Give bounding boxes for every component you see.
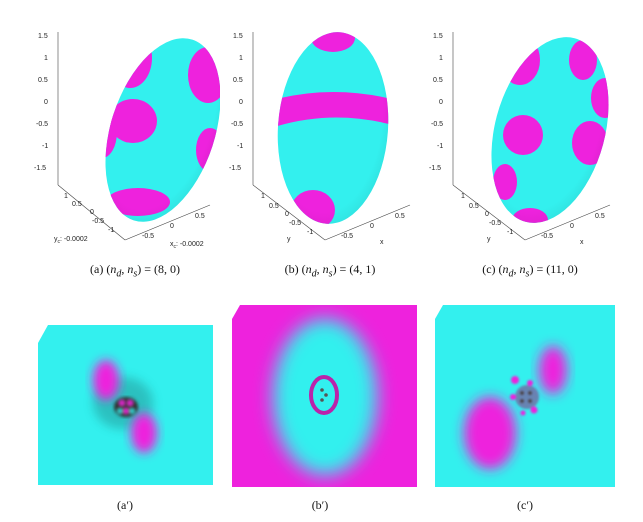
panel-c-ellipsoid: 1.5 1 0.5 0 -0.5 -1 -1.5 1 0.5 0 -0.5 -1… — [425, 20, 620, 255]
svg-text:-1: -1 — [307, 229, 313, 236]
svg-text:-0.5: -0.5 — [36, 121, 48, 128]
svg-text:-1.5: -1.5 — [429, 165, 441, 172]
svg-text:0: 0 — [485, 211, 489, 218]
svg-text:1.5: 1.5 — [433, 33, 443, 40]
caption-a: (a) (nd, ns) = (8, 0) — [90, 262, 180, 280]
panel-c-y-ticks: 1 0.5 0 -0.5 -1 — [461, 193, 513, 236]
svg-text:0: 0 — [90, 209, 94, 216]
svg-text:1: 1 — [44, 55, 48, 62]
ellipsoid-c — [472, 24, 620, 236]
svg-text:-0.5: -0.5 — [231, 121, 243, 128]
panel-c-y-axis-label: y — [487, 236, 491, 243]
svg-text:0.5: 0.5 — [395, 213, 405, 220]
svg-text:-0.5: -0.5 — [142, 233, 154, 240]
caption-b: (b) (nd, ns) = (4, 1) — [284, 262, 376, 280]
panel-c-prime-field — [435, 305, 615, 487]
svg-text:1.5: 1.5 — [233, 33, 243, 40]
svg-text:-1: -1 — [237, 143, 243, 150]
caption-c-prime: (c′) — [517, 498, 533, 512]
panel-b-prime-field — [232, 305, 417, 487]
svg-text:0.5: 0.5 — [72, 201, 82, 208]
panel-a-x-ticks: 0.5 0 -0.5 — [142, 213, 205, 240]
panel-a-ellipsoid: 1.5 1 0.5 0 -0.5 -1 -1.5 1 0.5 0 -0.5 -1… — [30, 20, 220, 255]
ellipsoid-b — [271, 28, 395, 228]
panel-a-prime-core — [114, 397, 138, 417]
svg-text:0.5: 0.5 — [469, 203, 479, 210]
panel-c-x-axis-label: x — [580, 239, 584, 246]
caption-b-prime: (b′) — [311, 498, 329, 512]
panel-a-prime-field — [38, 325, 213, 485]
svg-text:0: 0 — [170, 223, 174, 230]
panel-b-y-ticks: 1 0.5 0 -0.5 -1 — [261, 193, 313, 236]
panel-b-svg: 1.5 1 0.5 0 -0.5 -1 -1.5 1 0.5 0 -0.5 -1… — [229, 28, 411, 246]
svg-text:-0.5: -0.5 — [92, 218, 104, 225]
caption-a-prime: (a′) — [117, 498, 133, 512]
svg-text:-0.5: -0.5 — [489, 220, 501, 227]
svg-text:1: 1 — [239, 55, 243, 62]
svg-text:0: 0 — [285, 211, 289, 218]
panel-b-y-axis-label: y — [287, 236, 291, 243]
caption-c: (c) (nd, ns) = (11, 0) — [482, 262, 578, 280]
svg-text:0: 0 — [439, 99, 443, 106]
panel-b-x-ticks: 0.5 0 -0.5 — [341, 213, 405, 240]
panel-b-x-axis-label: x — [380, 239, 384, 246]
panel-b-z-ticks: 1.5 1 0.5 0 -0.5 -1 -1.5 — [229, 33, 243, 172]
svg-text:0.5: 0.5 — [38, 77, 48, 84]
svg-text:0: 0 — [239, 99, 243, 106]
svg-text:-1: -1 — [437, 143, 443, 150]
svg-text:1: 1 — [64, 193, 68, 200]
svg-text:0.5: 0.5 — [433, 77, 443, 84]
svg-text:-1: -1 — [108, 227, 114, 234]
panel-c-prime-svg — [435, 305, 615, 487]
panel-c-prime-core — [510, 376, 539, 416]
panel-c-x-ticks: 0.5 0 -0.5 — [541, 213, 605, 240]
svg-text:-0.5: -0.5 — [341, 233, 353, 240]
svg-text:1: 1 — [261, 193, 265, 200]
panel-c-z-ticks: 1.5 1 0.5 0 -0.5 -1 -1.5 — [429, 33, 443, 172]
svg-text:-1: -1 — [42, 143, 48, 150]
panel-a-y-ticks: 1 0.5 0 -0.5 -1 — [64, 193, 114, 234]
svg-text:1: 1 — [439, 55, 443, 62]
svg-text:0.5: 0.5 — [595, 213, 605, 220]
svg-text:-0.5: -0.5 — [431, 121, 443, 128]
ellipsoid-a — [84, 23, 220, 237]
panel-c-svg: 1.5 1 0.5 0 -0.5 -1 -1.5 1 0.5 0 -0.5 -1… — [429, 24, 620, 246]
svg-text:0.5: 0.5 — [195, 213, 205, 220]
panel-a-svg: 1.5 1 0.5 0 -0.5 -1 -1.5 1 0.5 0 -0.5 -1… — [34, 23, 220, 250]
svg-text:-1: -1 — [507, 229, 513, 236]
svg-text:0.5: 0.5 — [269, 203, 279, 210]
svg-text:0: 0 — [370, 223, 374, 230]
svg-text:-1.5: -1.5 — [34, 165, 46, 172]
panel-a-prime-svg — [38, 325, 213, 485]
panel-b-prime-svg — [232, 305, 417, 487]
svg-text:0: 0 — [570, 223, 574, 230]
panel-b-prime-core — [309, 375, 339, 415]
panel-a-x-axis-label: xc: -0.0002 — [170, 241, 204, 250]
panel-b-ellipsoid: 1.5 1 0.5 0 -0.5 -1 -1.5 1 0.5 0 -0.5 -1… — [225, 20, 420, 255]
panel-a-z-ticks: 1.5 1 0.5 0 -0.5 -1 -1.5 — [34, 33, 48, 172]
svg-text:1: 1 — [461, 193, 465, 200]
svg-text:-0.5: -0.5 — [541, 233, 553, 240]
svg-text:1.5: 1.5 — [38, 33, 48, 40]
svg-text:0: 0 — [44, 99, 48, 106]
svg-text:-0.5: -0.5 — [289, 220, 301, 227]
panel-a-y-axis-label: yc: -0.0002 — [54, 236, 88, 245]
svg-text:-1.5: -1.5 — [229, 165, 241, 172]
svg-text:0.5: 0.5 — [233, 77, 243, 84]
